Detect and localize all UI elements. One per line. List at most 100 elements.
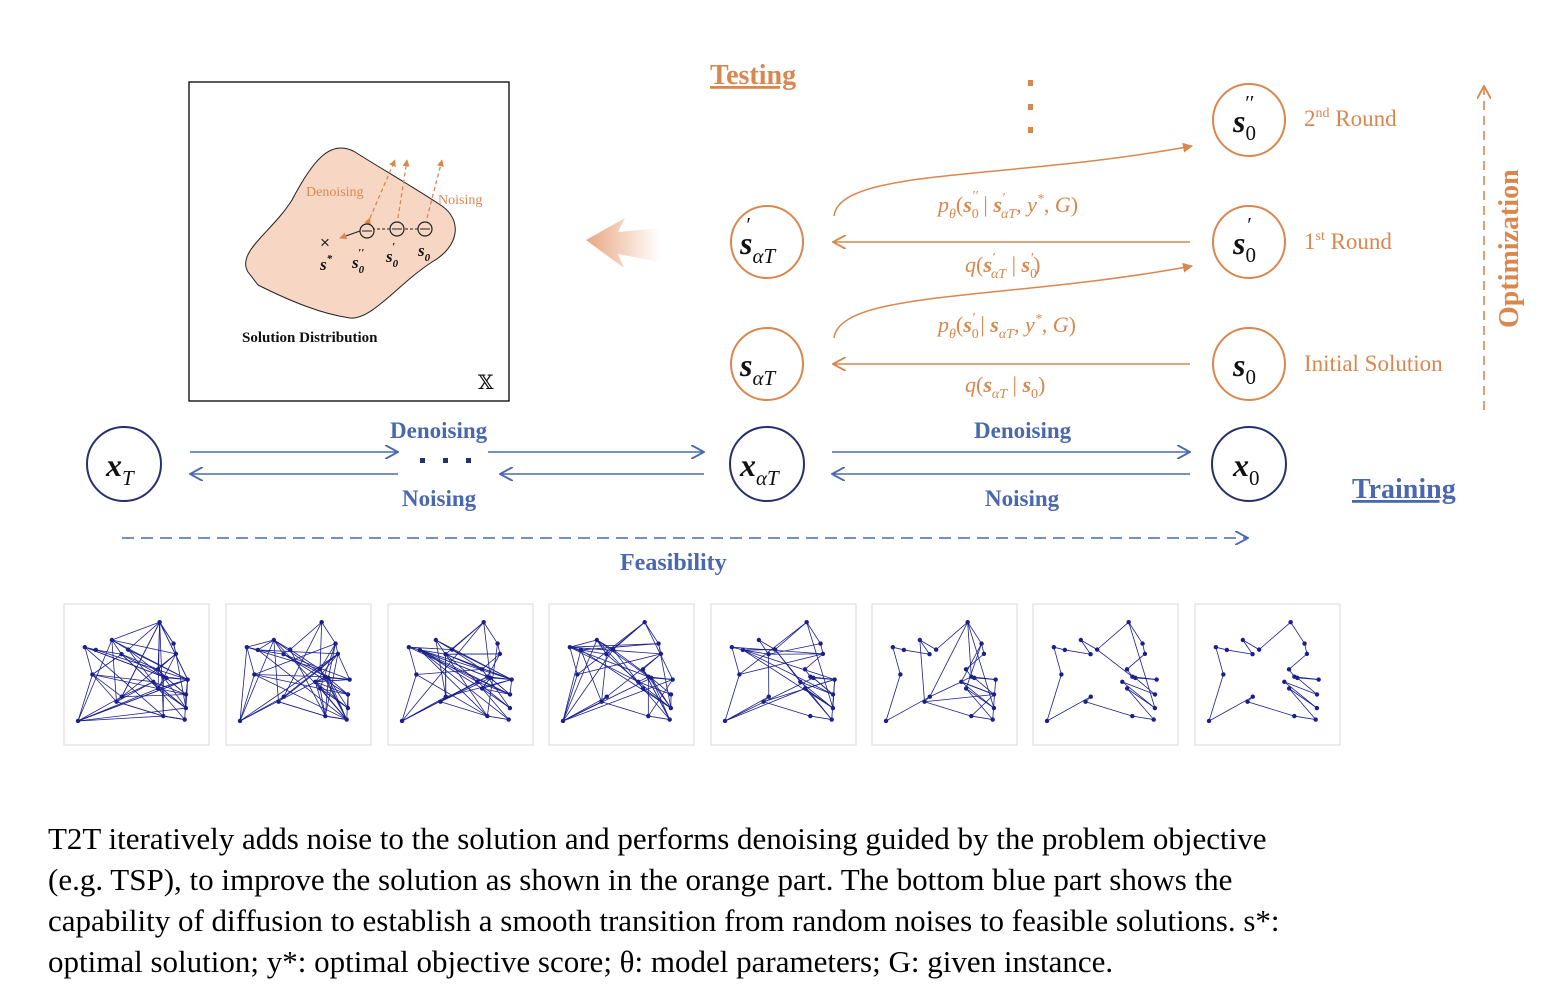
- tsp-edge: [77, 679, 188, 722]
- tsp-edge: [569, 646, 652, 679]
- tsp-city: [173, 651, 179, 657]
- distribution-blob: [245, 147, 456, 319]
- tsp-city: [1240, 637, 1246, 643]
- fade-arrow-icon: [586, 218, 660, 268]
- tsp-edge: [127, 649, 188, 680]
- tsp-city: [610, 647, 616, 652]
- tsp-edge: [739, 621, 807, 675]
- tsp-edge: [481, 677, 491, 689]
- tsp-city: [1152, 692, 1158, 697]
- tsp-edge: [440, 701, 488, 717]
- tsp-edge: [445, 653, 478, 683]
- tsp-city: [1094, 647, 1100, 652]
- tsp-city: [1083, 699, 1088, 704]
- tsp-edge: [419, 649, 511, 695]
- tsp-edge: [121, 653, 177, 698]
- tsp-city: [433, 637, 439, 643]
- tsp-city: [766, 694, 771, 699]
- tsp-city: [668, 692, 674, 697]
- tsp-edge: [601, 701, 649, 717]
- tsp-edge: [328, 677, 349, 709]
- tsp-city: [323, 713, 328, 719]
- tsp-edge: [1242, 639, 1253, 655]
- tsp-edge: [800, 681, 834, 695]
- tsp-city: [1288, 619, 1293, 625]
- tsp-edge: [239, 653, 339, 722]
- tsp-edge: [289, 621, 322, 650]
- tsp-edge: [758, 639, 776, 650]
- tsp-city: [830, 692, 836, 697]
- tsp-city: [287, 647, 293, 652]
- tsp-city: [963, 686, 969, 691]
- tsp-edge: [885, 696, 930, 722]
- tsp-edge: [92, 674, 154, 683]
- tsp-edge: [157, 653, 177, 689]
- s0-point: [417, 221, 433, 237]
- tsp-edge: [121, 694, 187, 698]
- tsp-edge: [1096, 649, 1133, 678]
- tsp-edge: [965, 688, 995, 709]
- tsp-city: [927, 652, 932, 657]
- tsp-city: [406, 644, 412, 650]
- tsp-edge: [1284, 681, 1318, 709]
- caption-line-4: optimal solution; y*: optimal objective …: [48, 944, 1114, 979]
- tsp-city: [1295, 675, 1300, 681]
- tsp-edge: [1126, 688, 1156, 709]
- tsp-edge: [153, 681, 187, 695]
- tsp-edge: [477, 681, 511, 709]
- tsp-edge: [159, 621, 189, 680]
- tsp-city: [414, 672, 419, 677]
- inset-noising-label: Noising: [438, 193, 482, 208]
- tsp-city: [802, 667, 808, 672]
- tsp-edge: [419, 649, 446, 655]
- tsp-city: [578, 647, 584, 653]
- tsp-city: [90, 672, 95, 677]
- tsp-edge: [254, 674, 326, 678]
- tsp-city: [171, 641, 176, 646]
- tsp-edge: [273, 639, 326, 678]
- tsp-edge: [239, 674, 255, 722]
- tsp-city: [443, 694, 448, 699]
- tsp-edge: [606, 653, 639, 683]
- tsp-city: [567, 644, 573, 650]
- tsp-city: [959, 679, 964, 685]
- tsp-edge: [971, 715, 993, 720]
- tsp-city: [820, 651, 826, 657]
- node-x-aT: xαT: [729, 426, 805, 502]
- tsp-city: [1221, 672, 1226, 677]
- node-s0: s0: [1212, 327, 1286, 401]
- tsp-city: [183, 705, 189, 711]
- tsp-panel: [63, 603, 210, 746]
- tsp-city: [507, 692, 513, 697]
- tsp-city: [804, 619, 809, 625]
- tsp-city: [1154, 677, 1159, 682]
- tsp-edge: [435, 639, 446, 655]
- tsp-edge: [111, 621, 160, 641]
- tsp-edge: [644, 621, 659, 644]
- tsp-edge: [1226, 649, 1253, 655]
- optimal-cross: ×: [320, 233, 330, 252]
- tsp-city: [479, 686, 485, 691]
- tsp-edge: [239, 647, 248, 722]
- tsp-edge: [166, 677, 188, 680]
- tsp-edge: [166, 677, 187, 695]
- tsp-city: [1314, 692, 1320, 697]
- tsp-edge: [1096, 621, 1129, 650]
- tsp-city: [883, 718, 889, 724]
- tsp-edge: [159, 622, 164, 717]
- tsp-edge: [562, 649, 614, 722]
- tsp-city: [1286, 667, 1292, 672]
- tsp-edge: [742, 649, 769, 655]
- tsp-edge: [804, 653, 824, 670]
- tsp-edge: [84, 647, 93, 675]
- tsp-edge: [731, 647, 740, 675]
- tsp-city: [656, 641, 661, 646]
- tsp-edge: [569, 639, 597, 648]
- tsp-city: [798, 679, 803, 685]
- tsp-city: [604, 694, 609, 699]
- tsp-edge: [185, 679, 189, 695]
- tsp-edge: [1126, 688, 1155, 720]
- tsp-city: [667, 717, 672, 722]
- tsp-panel: [1032, 603, 1179, 746]
- p-second-arrow: [833, 142, 1193, 217]
